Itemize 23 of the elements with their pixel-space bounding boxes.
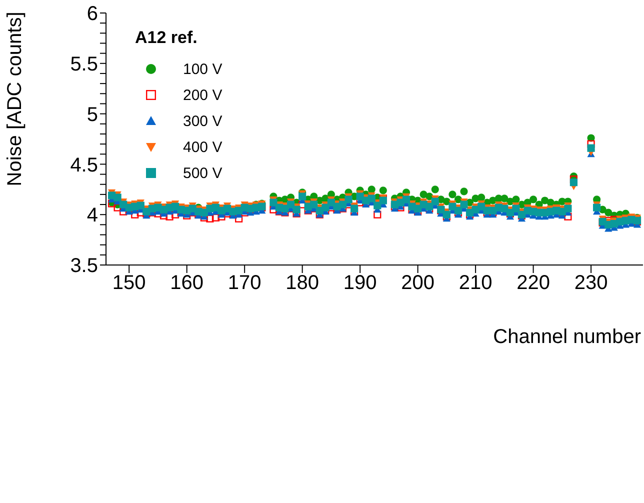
legend-label: 500 V	[183, 164, 222, 182]
x-tick-label: 190	[343, 272, 377, 294]
x-tick-label: 200	[401, 272, 434, 294]
y-tick-label: 5	[86, 104, 98, 126]
legend-title: A12 ref.	[135, 28, 198, 48]
legend-label: 200 V	[183, 86, 222, 104]
y-tick-label: 4.5	[70, 154, 98, 176]
y-tick-label: 5.5	[70, 54, 98, 76]
y-axis-title: Noise [ADC counts]	[4, 12, 26, 186]
x-tick-label: 230	[574, 272, 608, 294]
x-tick-label: 210	[458, 272, 492, 294]
x-tick-label: 220	[516, 272, 550, 294]
x-tick-label: 180	[286, 272, 320, 294]
y-tick-label: 3.5	[70, 255, 98, 278]
x-tick-label: 160	[170, 272, 204, 294]
y-tick-label: 6	[86, 3, 98, 26]
legend-label: 400 V	[183, 138, 222, 156]
legend-label: 100 V	[183, 60, 222, 78]
x-tick-label: 150	[112, 272, 146, 294]
legend-label: 300 V	[183, 112, 222, 130]
y-tick-label: 4	[86, 204, 98, 227]
x-tick-label: 170	[228, 272, 262, 294]
x-axis-title: Channel number	[493, 326, 642, 348]
